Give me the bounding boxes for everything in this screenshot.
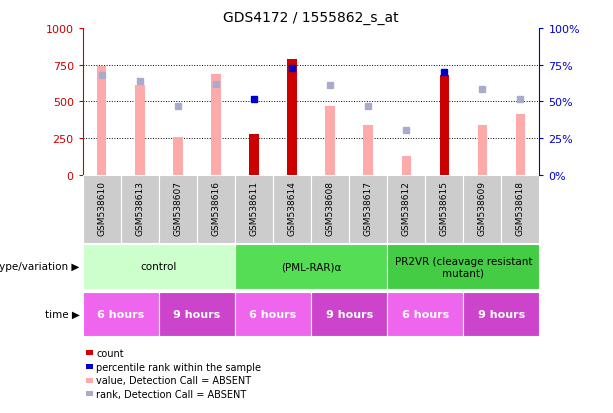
Bar [463, 292, 539, 337]
Bar [387, 292, 463, 337]
Text: GSM538611: GSM538611 [249, 181, 259, 236]
Bar [402, 157, 411, 176]
Bar [235, 244, 387, 289]
Text: GSM538608: GSM538608 [326, 181, 335, 236]
Bar [83, 244, 235, 289]
Bar [83, 292, 159, 337]
Bar [387, 176, 425, 244]
Bar [97, 67, 107, 176]
Bar [159, 176, 197, 244]
Text: 6 hours: 6 hours [249, 309, 297, 319]
Text: GSM538613: GSM538613 [135, 181, 144, 236]
Bar [211, 74, 221, 176]
Text: genotype/variation ▶: genotype/variation ▶ [0, 262, 80, 272]
Text: control: control [140, 262, 177, 272]
Bar [478, 126, 487, 176]
Bar [516, 115, 525, 176]
Text: 9 hours: 9 hours [326, 309, 373, 319]
Bar [311, 176, 349, 244]
Bar [425, 176, 463, 244]
Bar [349, 176, 387, 244]
Bar [273, 176, 311, 244]
Bar [249, 135, 259, 176]
Text: GSM538614: GSM538614 [287, 181, 297, 236]
Text: 9 hours: 9 hours [173, 309, 221, 319]
Text: GSM538615: GSM538615 [440, 181, 449, 236]
Text: GSM538617: GSM538617 [364, 181, 373, 236]
Bar [387, 244, 539, 289]
Text: GSM538616: GSM538616 [211, 181, 221, 236]
Bar [364, 126, 373, 176]
Text: count: count [96, 348, 124, 358]
Text: 9 hours: 9 hours [478, 309, 525, 319]
Bar [287, 60, 297, 176]
Text: PR2VR (cleavage resistant
mutant): PR2VR (cleavage resistant mutant) [395, 256, 532, 278]
Text: 6 hours: 6 hours [402, 309, 449, 319]
Text: GSM538607: GSM538607 [173, 181, 183, 236]
Bar [235, 176, 273, 244]
Bar [463, 176, 501, 244]
Bar [135, 86, 145, 176]
Bar [121, 176, 159, 244]
Bar [326, 107, 335, 176]
Bar [159, 292, 235, 337]
Bar [501, 176, 539, 244]
Bar [311, 292, 387, 337]
Bar [440, 76, 449, 176]
Bar [235, 292, 311, 337]
Text: rank, Detection Call = ABSENT: rank, Detection Call = ABSENT [96, 389, 246, 399]
Text: time ▶: time ▶ [45, 309, 80, 319]
Text: GSM538610: GSM538610 [97, 181, 106, 236]
Text: percentile rank within the sample: percentile rank within the sample [96, 362, 261, 372]
Text: GSM538612: GSM538612 [402, 181, 411, 236]
Text: 6 hours: 6 hours [97, 309, 145, 319]
Text: GSM538618: GSM538618 [516, 181, 525, 236]
Text: GSM538609: GSM538609 [478, 181, 487, 236]
Bar [197, 176, 235, 244]
Text: value, Detection Call = ABSENT: value, Detection Call = ABSENT [96, 375, 251, 385]
Bar [83, 176, 121, 244]
Title: GDS4172 / 1555862_s_at: GDS4172 / 1555862_s_at [223, 11, 399, 25]
Bar [173, 138, 183, 176]
Text: (PML-RAR)α: (PML-RAR)α [281, 262, 341, 272]
